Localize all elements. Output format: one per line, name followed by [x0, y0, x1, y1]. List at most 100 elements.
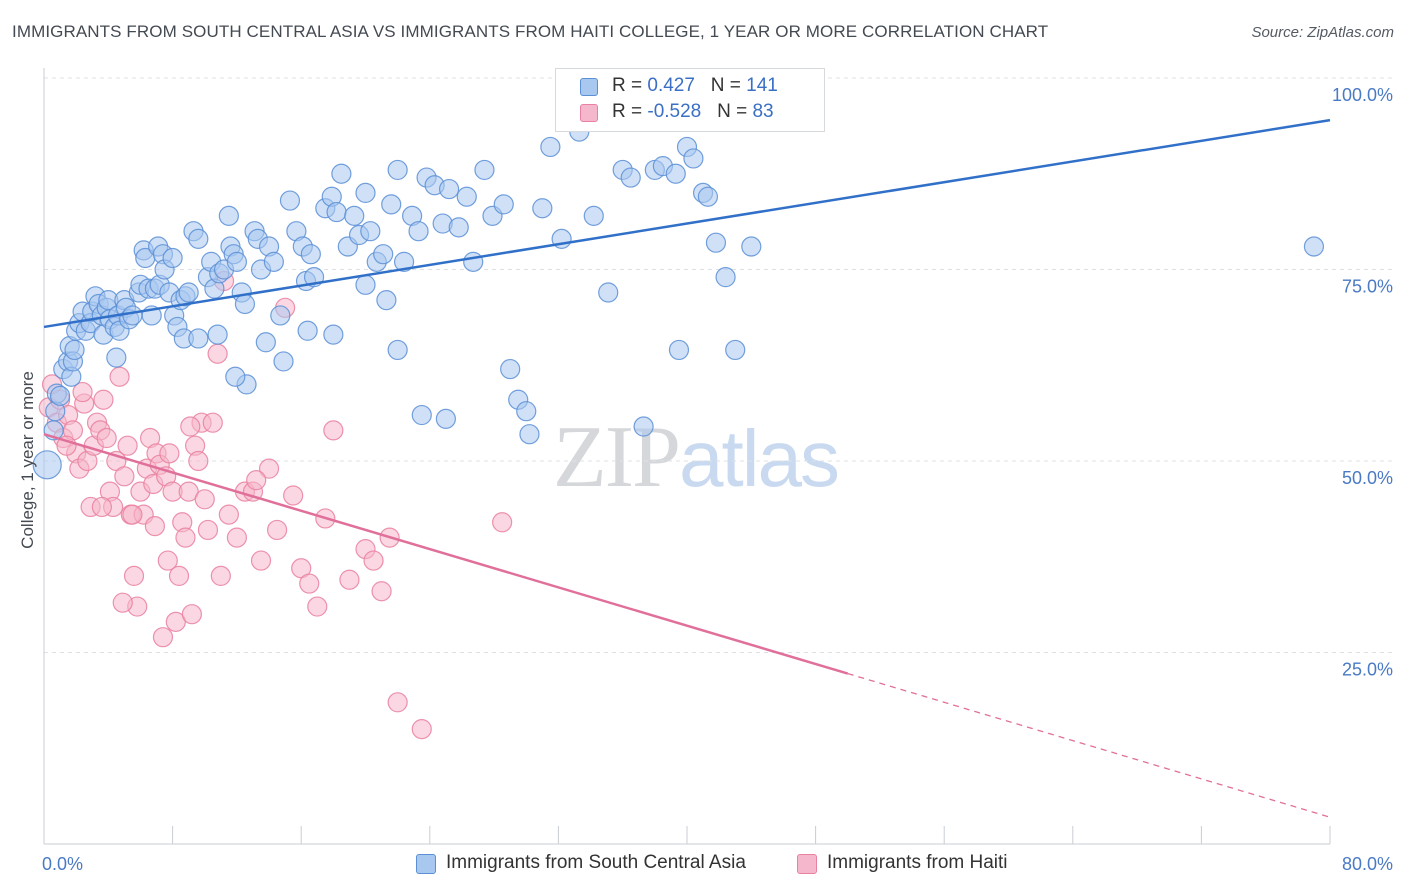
south-central-asia-point: [665, 163, 686, 184]
trend-line: [43, 432, 849, 675]
south-central-asia-point: [633, 416, 654, 437]
legend-n-label: N =: [717, 101, 753, 122]
legend-text: R = 0.427 N = 141: [612, 75, 778, 97]
haiti-point: [144, 516, 166, 537]
south-central-asia-point: [1303, 236, 1325, 257]
south-central-asia-point: [297, 320, 318, 341]
haiti-point: [371, 581, 392, 602]
legend-swatch-blue: [580, 78, 598, 96]
haiti-point: [72, 381, 93, 403]
haiti-point: [258, 458, 280, 479]
south-central-asia-point: [474, 159, 495, 181]
series-legend: Immigrants from South Central Asia Immig…: [0, 850, 1406, 880]
south-central-asia-point: [387, 339, 408, 361]
trend-line-extension: [847, 672, 1331, 818]
haiti-point: [96, 427, 117, 449]
south-central-asia-point: [463, 251, 484, 272]
legend-n-label: N =: [710, 75, 747, 96]
south-central-asia-point: [234, 293, 256, 315]
series-legend-label: Immigrants from South Central Asia: [446, 852, 746, 873]
haiti-point: [226, 527, 247, 548]
legend-r-value: -0.528: [647, 101, 702, 122]
haiti-point: [197, 519, 219, 541]
haiti-point: [109, 366, 130, 387]
legend-r-label: R =: [612, 75, 648, 96]
haiti-point: [363, 550, 384, 571]
haiti-point: [307, 596, 328, 617]
series-swatch-blue: [416, 854, 436, 874]
south-central-asia-point: [255, 332, 276, 353]
y-axis-label: College, 1 year or more: [18, 371, 37, 549]
haiti-point: [202, 412, 223, 433]
south-central-asia-point: [456, 186, 477, 207]
legend-swatch-pink: [580, 104, 598, 122]
haiti-point: [210, 565, 231, 587]
south-central-asia-point: [49, 385, 71, 406]
haiti-point: [168, 565, 190, 587]
south-central-asia-point: [519, 424, 540, 445]
x-tick-label: 0.0%: [42, 854, 83, 874]
south-central-asia-point: [331, 163, 352, 184]
south-central-asia-point: [218, 205, 239, 226]
south-central-asia-point: [270, 305, 291, 326]
chart-title: IMMIGRANTS FROM SOUTH CENTRAL ASIA VS IM…: [12, 22, 1049, 41]
south-central-asia-point: [448, 217, 469, 238]
legend-n-value: 141: [746, 75, 778, 96]
south-central-asia-point: [188, 228, 209, 249]
haiti-point: [112, 592, 133, 613]
south-central-asia-point: [225, 366, 246, 387]
haiti-point: [246, 470, 267, 491]
axis-labels: 25.0% 50.0% 75.0% 100.0% 0.0% 80.0% College, 1…: [18, 85, 1393, 874]
south-central-asia-point: [705, 232, 727, 253]
grid-lines: [44, 77, 1392, 653]
south-central-asia-point: [715, 267, 736, 288]
haiti-point: [123, 565, 145, 587]
haiti-point: [250, 550, 272, 571]
haiti-point: [152, 627, 174, 648]
south-central-asia-point: [516, 401, 537, 422]
south-central-asia-point: [435, 408, 456, 429]
south-central-asia-point: [583, 205, 604, 226]
haiti-point: [181, 604, 202, 625]
haiti-point: [411, 718, 432, 740]
south-central-asia-point: [355, 274, 376, 295]
haiti-point: [323, 420, 344, 441]
watermark: ZIPatlas: [553, 405, 840, 508]
south-central-asia-points: [32, 121, 1325, 480]
series-legend-label: Immigrants from Haiti: [827, 852, 1008, 873]
haiti-point: [180, 416, 201, 437]
south-central-asia-point: [683, 148, 704, 169]
haiti-point: [299, 573, 320, 594]
legend-text: R = -0.528 N = 83: [612, 101, 774, 123]
south-central-asia-point: [122, 305, 143, 326]
haiti-point: [188, 450, 209, 472]
haiti-point: [114, 466, 135, 487]
south-central-asia-point: [376, 290, 397, 311]
trend-lines: [43, 118, 1331, 818]
south-central-asia-point: [326, 201, 347, 223]
south-central-asia-point: [226, 251, 247, 272]
haiti-point: [218, 504, 239, 525]
south-central-asia-point: [263, 251, 284, 272]
trend-line: [43, 118, 1331, 329]
haiti-point: [175, 527, 196, 548]
haiti-point: [93, 389, 114, 410]
x-tick-label: 80.0%: [1342, 854, 1393, 874]
south-central-asia-point: [323, 324, 344, 345]
watermark-zip: ZIP: [553, 409, 681, 506]
south-central-asia-point: [532, 198, 553, 219]
south-central-asia-point: [387, 159, 408, 181]
south-central-asia-point: [360, 221, 381, 242]
south-central-asia-point: [106, 347, 127, 368]
south-central-asia-point: [500, 358, 521, 380]
south-central-asia-point: [668, 339, 690, 361]
haiti-point: [492, 512, 513, 533]
south-central-asia-point: [178, 282, 199, 303]
axes: [43, 68, 1331, 845]
chart-source: Source: ZipAtlas.com: [1251, 24, 1394, 41]
legend-r-value: 0.427: [647, 75, 695, 96]
haiti-point: [339, 569, 360, 590]
haiti-point: [283, 485, 304, 506]
haiti-point: [387, 692, 408, 713]
